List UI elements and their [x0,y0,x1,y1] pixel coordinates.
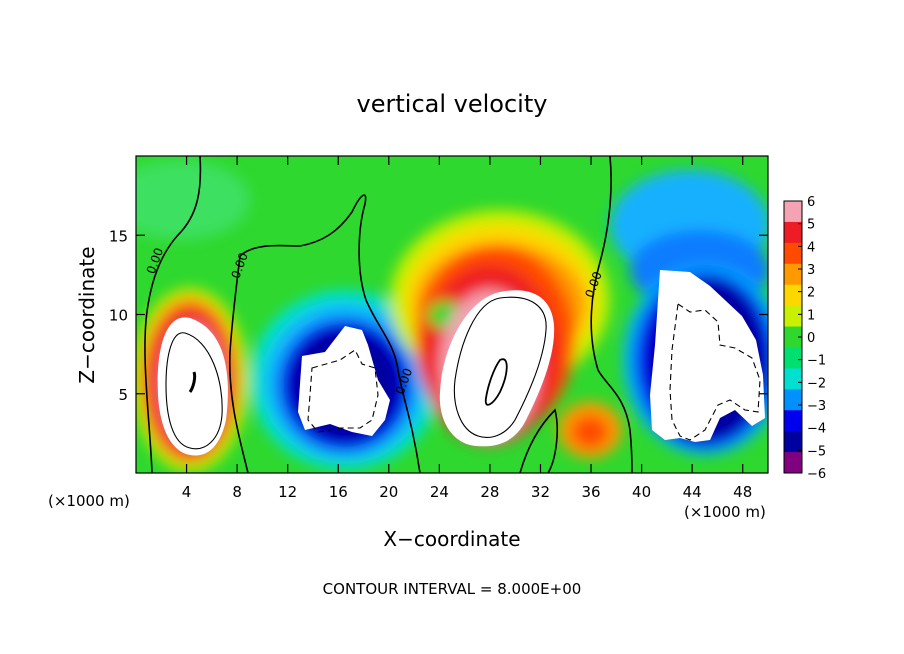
colorbar-segment [784,221,802,244]
colorbar-segment [784,347,802,369]
inner-contours [165,296,761,450]
x-tick-label: 44 [683,483,702,501]
chart-title: vertical velocity [357,90,548,118]
colorbar-segment [784,326,802,348]
colorbar-segment [784,284,802,307]
colorbar-tick-label: −1 [807,354,826,369]
colorbar-tick-label: 3 [807,263,815,278]
colorbar-segment [784,201,802,223]
colorbar-tick-label: −2 [807,376,826,391]
x-axis: 4 8 12 16 20 24 28 32 36 40 44 48 [182,156,752,501]
y-axis-title: Z−coordinate [75,246,99,383]
plot-area [136,156,768,473]
x-axis-title: X−coordinate [383,527,520,551]
contour-interval-note: CONTOUR INTERVAL = 8.000E+00 [323,580,582,598]
saturated-cores [157,270,765,456]
colorbar-segment [784,389,802,411]
colorbar-segment [784,410,802,432]
colorbar-segment [784,242,802,265]
x-tick-label: 36 [581,483,600,501]
colorbar-tick-label: 1 [807,308,815,323]
colorbar-tick-label: 5 [807,218,815,233]
colorbar-tick-label: 4 [807,240,815,255]
x-tick-label: 40 [632,483,651,501]
x-tick-label: 28 [480,483,499,501]
colorbar-segment [784,263,802,286]
colorbar-tick-label: −6 [807,467,826,482]
x-unit-label-right: (×1000 m) [684,503,766,521]
x-unit-label-left: (×1000 m) [48,492,130,510]
colorbar-tick-label: 0 [807,331,815,346]
x-tick-label: 24 [430,483,449,501]
x-tick-label: 8 [232,483,242,501]
colorbar-segment [784,305,802,328]
colorbar-segment [784,368,802,390]
x-tick-label: 4 [182,483,192,501]
x-tick-label: 20 [379,483,398,501]
colorbar-tick-label: −5 [807,444,826,459]
x-tick-label: 32 [531,483,550,501]
colorbar-tick-label: −4 [807,422,826,437]
colorbar-tick-label: 6 [807,195,815,210]
y-axis: 5 10 15 [109,227,768,404]
x-tick-label: 48 [733,483,752,501]
y-tick-label: 5 [118,386,128,404]
x-tick-label: 16 [329,483,348,501]
y-tick-label: 10 [109,307,128,325]
y-tick-label: 15 [109,227,128,245]
colorbar: 6 5 4 3 2 1 0 −1 −2 −3 −4 −5 −6 [783,195,826,482]
colorbar-segment [784,452,802,474]
colorbar-segment [784,431,802,453]
colorbar-tick-label: 2 [807,286,815,301]
x-tick-label: 12 [278,483,297,501]
colorbar-tick-label: −3 [807,399,826,414]
zero-contours [144,156,633,473]
